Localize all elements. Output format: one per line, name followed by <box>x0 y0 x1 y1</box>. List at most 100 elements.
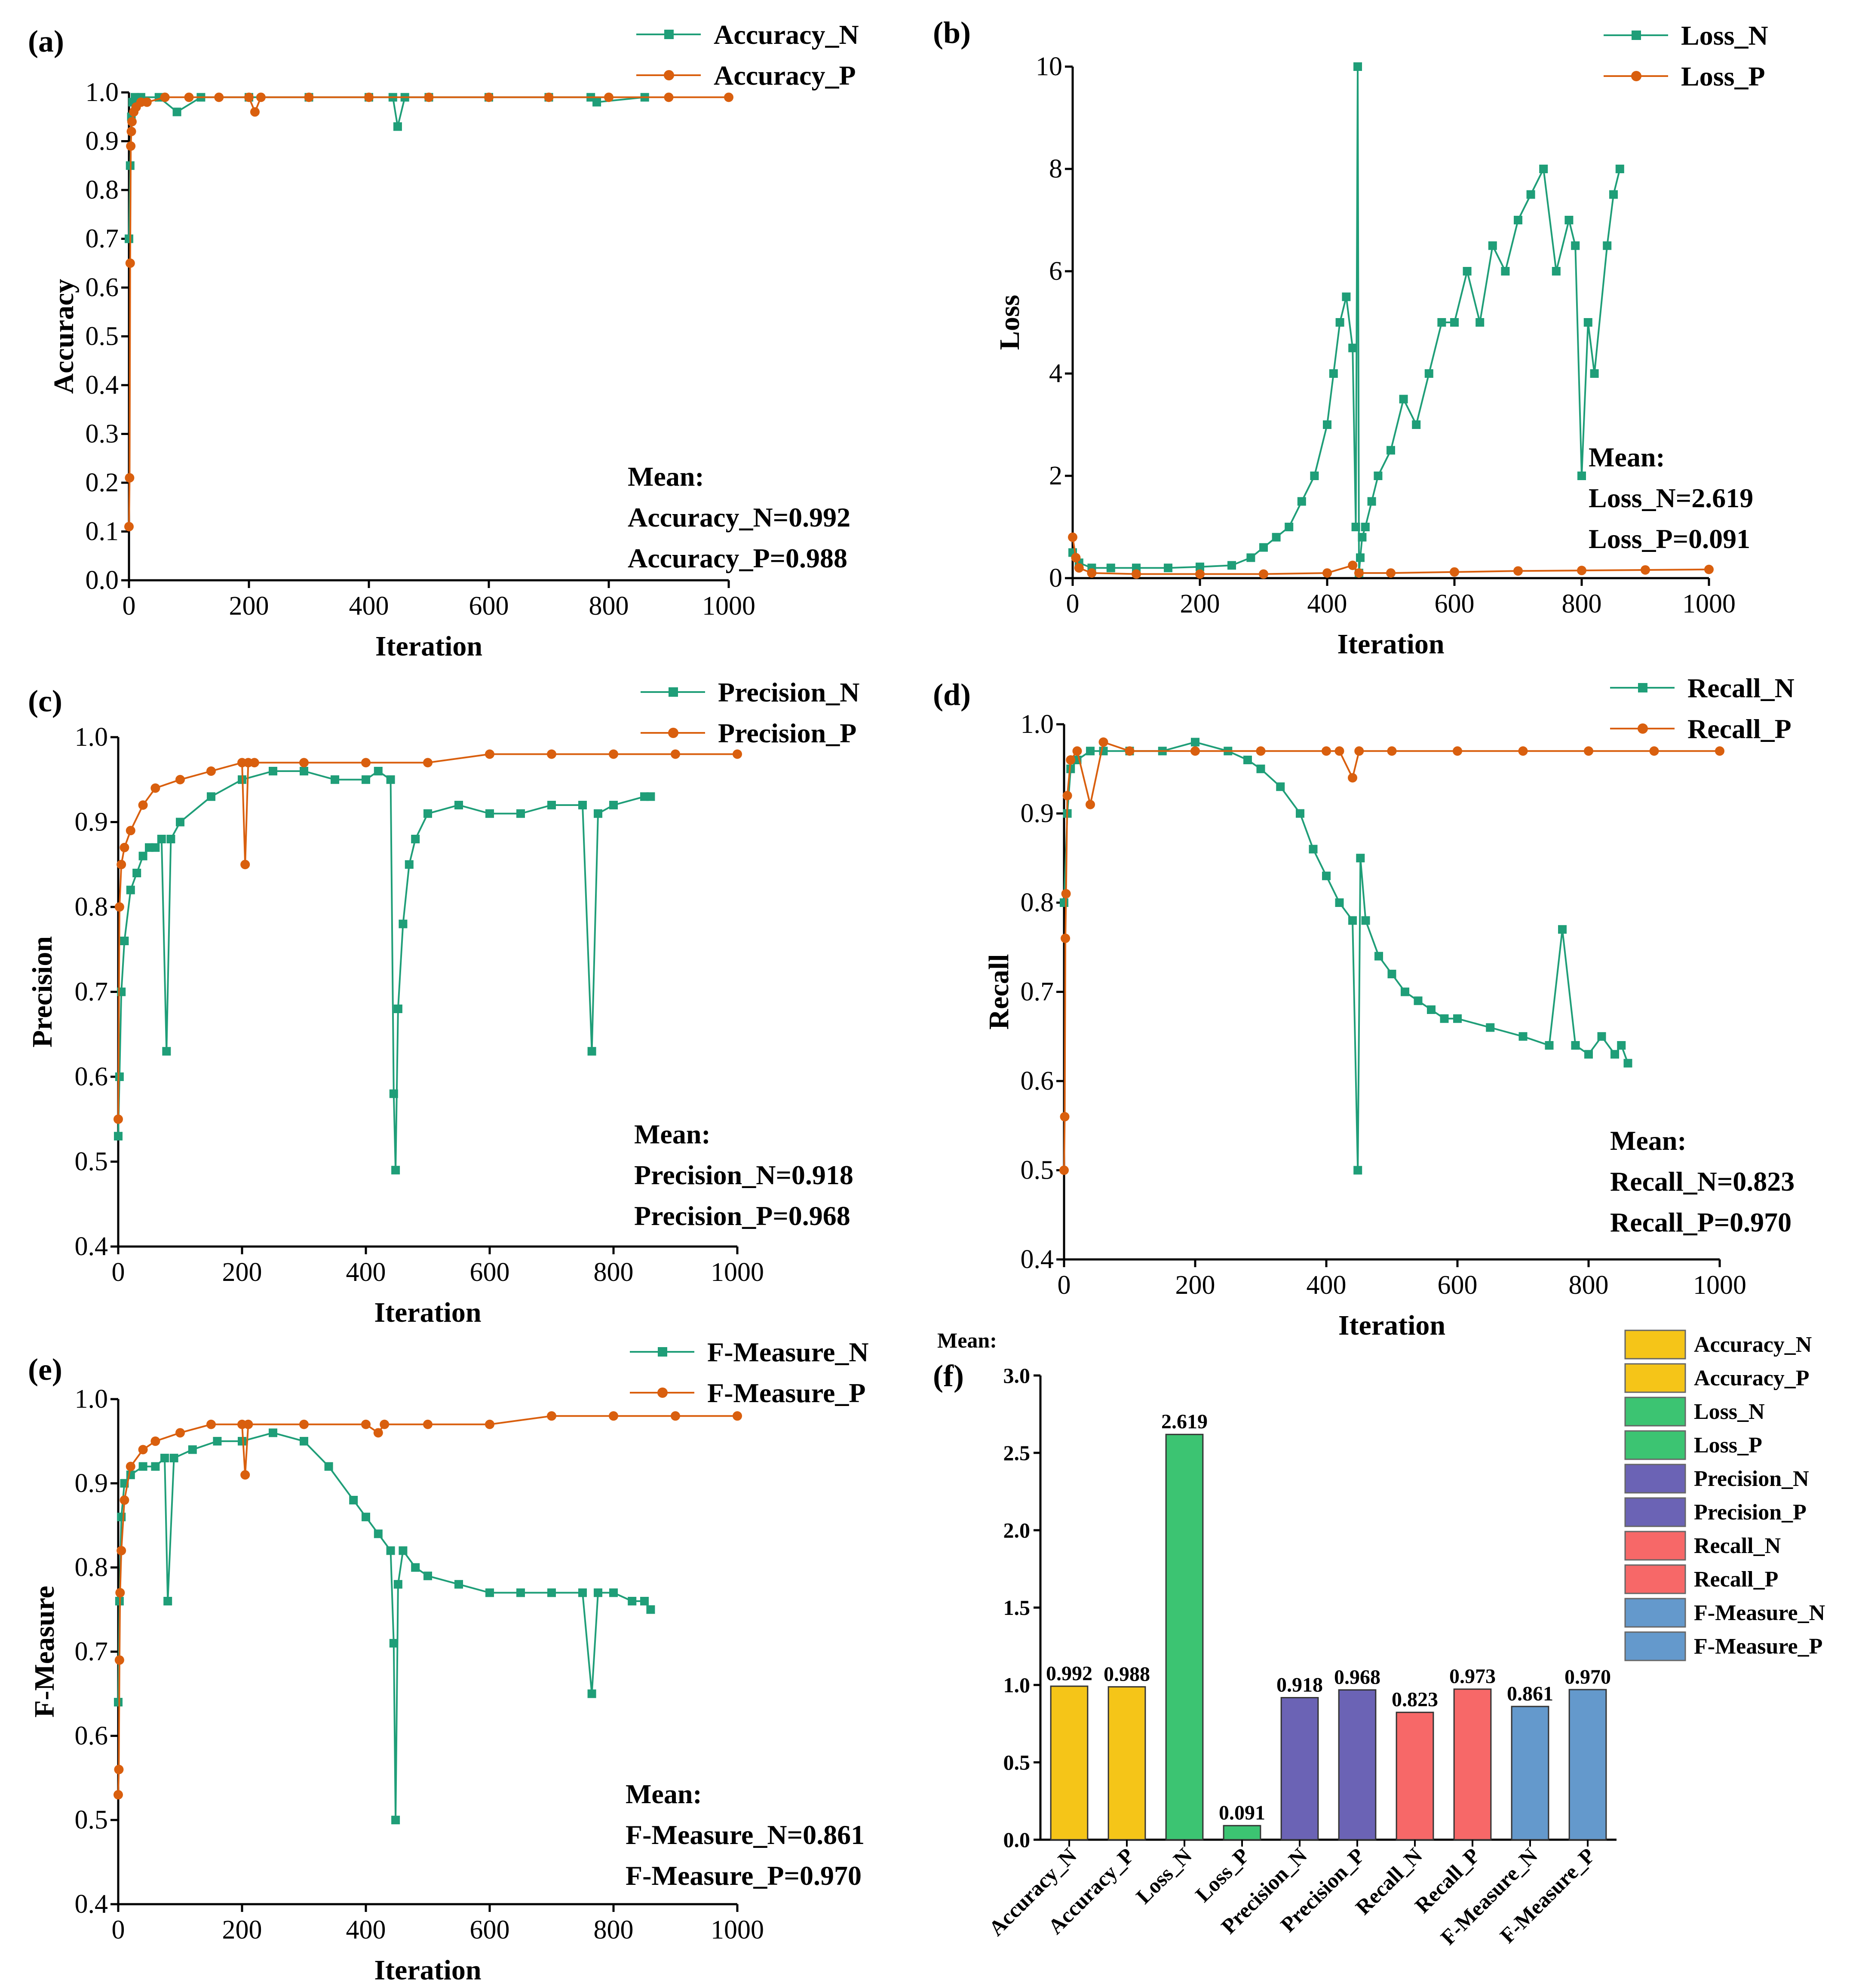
mean-title: Mean: <box>1589 442 1665 472</box>
legend-label: Loss_P <box>1681 61 1765 92</box>
data-point <box>1098 737 1108 747</box>
mean-title: Mean: <box>626 1779 702 1809</box>
data-point <box>126 885 135 894</box>
legend-swatch <box>1624 1598 1686 1628</box>
data-point <box>238 1437 246 1446</box>
data-point <box>1571 1041 1580 1050</box>
y-tick-label: 0.7 <box>75 977 108 1007</box>
panel-label: (e) <box>28 1352 62 1387</box>
x-tick-label: 400 <box>346 1258 386 1287</box>
data-point <box>125 473 135 483</box>
data-point <box>151 1462 160 1471</box>
data-point <box>1322 568 1332 578</box>
mean-value: Precision_N=0.918 <box>634 1160 853 1190</box>
data-point <box>361 1419 371 1429</box>
data-point <box>157 835 166 843</box>
data-point <box>364 92 374 102</box>
data-point <box>126 1470 135 1480</box>
data-point <box>1571 241 1580 250</box>
legend-swatch <box>1624 1363 1686 1393</box>
x-tick-label: 1000 <box>1682 589 1736 619</box>
legend-label: Precision_N <box>1694 1467 1809 1491</box>
y-tick-label: 0.8 <box>75 1553 108 1582</box>
data-point <box>138 1445 148 1455</box>
bar <box>1223 1825 1261 1841</box>
legend-swatch <box>1624 1430 1686 1460</box>
x-tick-label: 200 <box>1180 589 1220 619</box>
data-point <box>1322 746 1331 756</box>
data-point <box>516 809 525 818</box>
y-tick-label: 0.1 <box>86 517 119 546</box>
series-Precision_N <box>114 767 655 1175</box>
legend-label: Loss_P <box>1694 1433 1762 1458</box>
data-point <box>484 92 494 102</box>
data-point <box>1358 533 1367 542</box>
data-point <box>1545 1041 1554 1050</box>
legend-swatch <box>1624 1329 1686 1360</box>
mean-title: Mean: <box>628 461 704 492</box>
panel-b: (b) 0 2 4 6 8 10 0 200 400 600 800 1000 Iteration Loss… <box>933 15 1768 660</box>
data-point <box>244 92 254 102</box>
data-point <box>300 767 308 775</box>
data-point <box>646 1605 655 1614</box>
data-point <box>1453 1014 1462 1023</box>
y-tick-label: 1.0 <box>75 723 108 752</box>
data-point <box>646 792 655 801</box>
data-point <box>587 1047 596 1056</box>
y-tick-label: 0.7 <box>75 1637 108 1666</box>
data-point <box>206 1419 216 1429</box>
series-F-Measure_P <box>113 1411 742 1800</box>
data-point <box>299 758 309 768</box>
data-point <box>1342 292 1351 301</box>
data-point <box>405 860 414 869</box>
y-tick-label: 0.4 <box>75 1890 108 1919</box>
data-point <box>114 1698 123 1706</box>
data-point <box>138 852 147 861</box>
data-point <box>587 1689 596 1698</box>
series-line <box>117 1432 652 1820</box>
y-axis-title: F-Measure <box>29 1586 60 1718</box>
mean-value: F-Measure_N=0.861 <box>626 1820 865 1850</box>
legend-label: Accuracy_P <box>1694 1366 1810 1391</box>
data-point <box>423 809 432 818</box>
data-point <box>160 92 170 102</box>
data-point <box>1577 566 1586 576</box>
x-tick-label: 1000 <box>711 1258 764 1287</box>
data-point <box>733 1411 742 1421</box>
data-point <box>117 1546 126 1556</box>
legend-label: Loss_N <box>1694 1400 1765 1424</box>
data-point <box>1518 746 1528 756</box>
y-axis-title: Loss <box>994 295 1025 350</box>
x-tick-label: 800 <box>589 591 629 621</box>
y-tick-label: 0.6 <box>75 1062 108 1091</box>
x-tick-label: 600 <box>470 1915 510 1945</box>
data-point <box>1061 889 1071 899</box>
x-tick-label: 600 <box>1438 1271 1478 1300</box>
data-point <box>120 937 129 945</box>
bar <box>1280 1697 1319 1841</box>
data-point <box>1367 497 1376 506</box>
y-tick-label: 0.8 <box>75 892 108 922</box>
data-point <box>1297 497 1306 506</box>
data-point <box>1450 567 1459 577</box>
x-tick-label: 200 <box>222 1915 262 1945</box>
data-point <box>391 1816 400 1825</box>
legend-label: Accuracy_N <box>1694 1332 1812 1357</box>
y-tick-label: 0.9 <box>75 808 108 837</box>
data-point <box>485 809 494 818</box>
y-tick-label: 0.4 <box>1021 1245 1054 1274</box>
data-point <box>188 1445 197 1454</box>
data-point <box>1356 553 1365 562</box>
data-point <box>1066 755 1076 765</box>
data-point <box>1334 746 1344 756</box>
data-point <box>1412 420 1421 429</box>
data-point <box>299 1419 309 1429</box>
legend-marker <box>664 30 674 39</box>
y-tick-label: 0.0 <box>86 566 119 595</box>
x-tick-label: 200 <box>222 1258 262 1287</box>
data-point <box>1246 553 1255 562</box>
x-tick-label: 400 <box>349 591 389 621</box>
data-point <box>331 775 339 784</box>
data-point <box>150 1436 160 1446</box>
